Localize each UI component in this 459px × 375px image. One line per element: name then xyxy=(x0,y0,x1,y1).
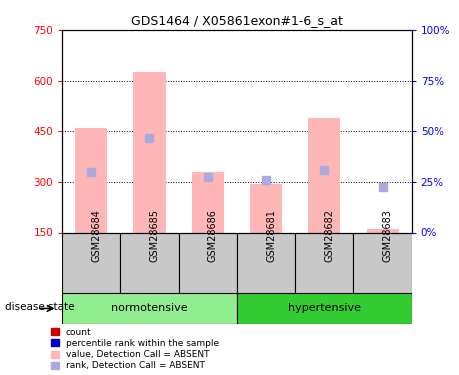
Text: GSM28682: GSM28682 xyxy=(324,209,334,262)
Bar xyxy=(62,292,236,324)
Point xyxy=(146,135,153,141)
Point xyxy=(320,167,327,173)
Point xyxy=(204,174,211,180)
Point xyxy=(378,184,386,190)
Bar xyxy=(353,232,411,292)
Text: GSM28686: GSM28686 xyxy=(207,209,217,262)
Bar xyxy=(133,72,165,232)
Text: disease state: disease state xyxy=(5,302,74,312)
Bar xyxy=(75,128,107,232)
Text: normotensive: normotensive xyxy=(111,303,187,313)
Bar xyxy=(308,118,340,232)
Bar xyxy=(250,184,281,232)
Text: GSM28681: GSM28681 xyxy=(265,209,275,262)
Point xyxy=(262,177,269,183)
Text: GSM28683: GSM28683 xyxy=(382,209,392,262)
Title: GDS1464 / X05861exon#1-6_s_at: GDS1464 / X05861exon#1-6_s_at xyxy=(131,15,342,27)
Text: hypertensive: hypertensive xyxy=(287,303,360,313)
Bar xyxy=(62,232,120,292)
Legend: count, percentile rank within the sample, value, Detection Call = ABSENT, rank, : count, percentile rank within the sample… xyxy=(50,328,218,370)
Bar xyxy=(236,292,411,324)
Bar xyxy=(236,232,295,292)
Point xyxy=(87,169,95,175)
Bar xyxy=(191,172,223,232)
Bar xyxy=(120,232,178,292)
Bar xyxy=(366,229,397,232)
Text: GSM28684: GSM28684 xyxy=(91,209,101,262)
Bar xyxy=(295,232,353,292)
Text: GSM28685: GSM28685 xyxy=(149,209,159,262)
Bar xyxy=(178,232,236,292)
